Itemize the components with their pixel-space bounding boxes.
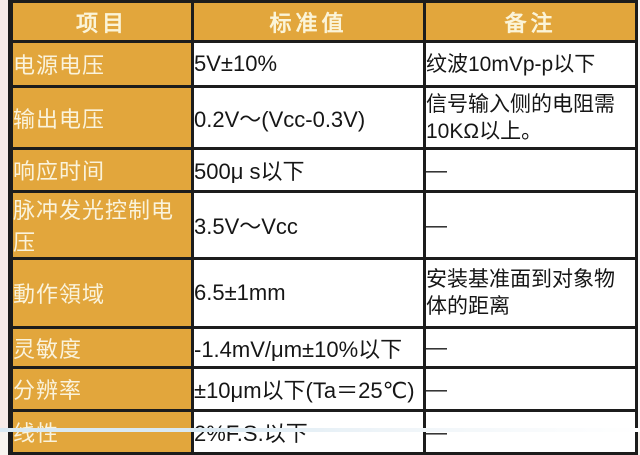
- row-value: -1.4mV/μm±10%以下: [191, 326, 426, 369]
- row-note: —: [423, 326, 638, 369]
- row-item-label: 脉冲发光控制电压: [9, 190, 194, 260]
- header-item: 项目: [9, 0, 194, 43]
- row-item-label: 线性: [9, 409, 194, 455]
- header-remark: 备注: [423, 0, 638, 43]
- row-note: —: [423, 147, 638, 193]
- row-value: 3.5V～Vcc: [191, 190, 426, 260]
- row-value: 2%F.S.以下: [191, 409, 426, 455]
- row-value: 0.2V～(Vcc-0.3V): [191, 85, 426, 150]
- row-value: 500μ s以下: [191, 147, 426, 193]
- bottom-edge-strip: [0, 428, 640, 432]
- table-row: 脉冲发光控制电压 3.5V～Vcc —: [9, 190, 638, 260]
- table-row: 動作領域 6.5±1mm 安装基准面到对象物体的距离: [9, 257, 638, 329]
- row-item-label: 输出电压: [9, 85, 194, 150]
- row-value: 6.5±1mm: [191, 257, 426, 329]
- row-note: —: [423, 366, 638, 412]
- row-item-label: 灵敏度: [9, 326, 194, 369]
- table-row: 输出电压 0.2V～(Vcc-0.3V) 信号输入侧的电阻需10KΩ以上。: [9, 85, 638, 150]
- table-row: 灵敏度 -1.4mV/μm±10%以下 —: [9, 326, 638, 369]
- row-item-label: 响应时间: [9, 147, 194, 193]
- row-item-label: 分辨率: [9, 366, 194, 412]
- table-row: 线性 2%F.S.以下 —: [9, 409, 638, 455]
- spec-table: 项目 标准值 备注 电源电压 5V±10% 纹波10mVp-p以下 输出电压 0…: [8, 0, 638, 455]
- row-note: 信号输入侧的电阻需10KΩ以上。: [423, 85, 638, 150]
- row-note: —: [423, 409, 638, 455]
- row-note: 纹波10mVp-p以下: [423, 40, 638, 88]
- row-note: 安装基准面到对象物体的距离: [423, 257, 638, 329]
- table-row: 电源电压 5V±10% 纹波10mVp-p以下: [9, 40, 638, 88]
- row-value: 5V±10%: [191, 40, 426, 88]
- table-row: 分辨率 ±10μm以下(Ta＝25℃) —: [9, 366, 638, 412]
- row-note: —: [423, 190, 638, 260]
- table-row: 响应时间 500μ s以下 —: [9, 147, 638, 193]
- header-row: 项目 标准值 备注: [9, 0, 638, 43]
- header-standard-value: 标准值: [191, 0, 426, 43]
- row-item-label: 動作領域: [9, 257, 194, 329]
- row-item-label: 电源电压: [9, 40, 194, 88]
- row-value: ±10μm以下(Ta＝25℃): [191, 366, 426, 412]
